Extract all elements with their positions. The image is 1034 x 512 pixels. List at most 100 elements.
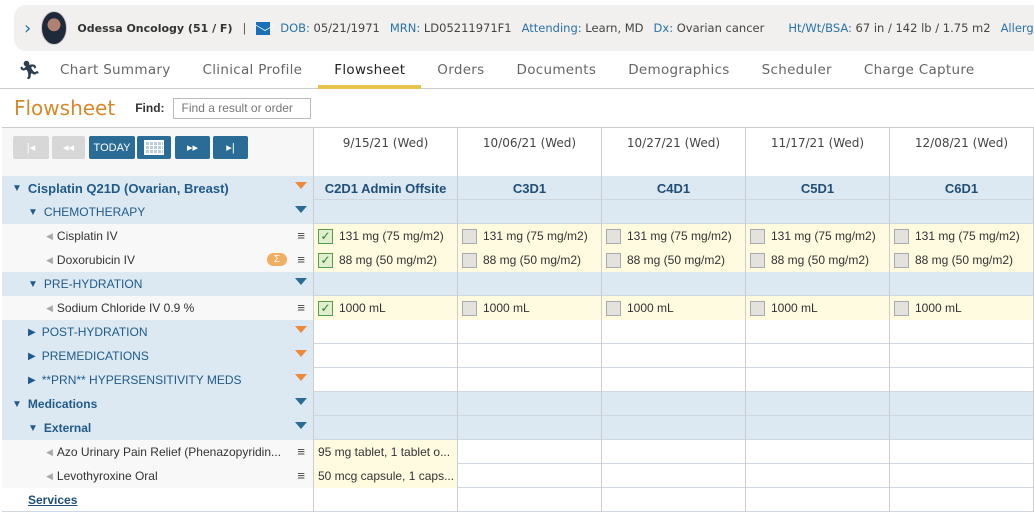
grid-cell[interactable]	[890, 416, 1034, 440]
calendar-button[interactable]	[137, 136, 171, 159]
grid-cell[interactable]	[602, 440, 746, 464]
allergies-label[interactable]: Allergie	[1000, 21, 1034, 35]
cycle-label[interactable]: C3D1	[458, 176, 602, 200]
checkbox[interactable]	[750, 252, 765, 268]
grid-cell[interactable]: 131 mg (75 mg/m2)	[890, 224, 1034, 248]
grid-cell[interactable]	[890, 272, 1034, 296]
expand-triangle-icon[interactable]: ▶	[28, 326, 36, 338]
grid-cell[interactable]	[314, 320, 458, 344]
grid-cell[interactable]	[314, 392, 458, 416]
grid-cell[interactable]	[314, 416, 458, 440]
grid-cell[interactable]: 1000 mL	[746, 296, 890, 320]
collapse-triangle-icon[interactable]: ▼	[28, 278, 38, 290]
row-header[interactable]: ▼ Cisplatin Q21D (Ovarian, Breast)	[2, 176, 314, 200]
collapse-triangle-icon[interactable]: ▼	[12, 182, 22, 194]
checkbox[interactable]	[462, 228, 477, 244]
grid-cell[interactable]	[458, 272, 602, 296]
date-column-header[interactable]: 10/06/21 (Wed)	[458, 128, 602, 176]
grid-cell[interactable]	[602, 392, 746, 416]
grid-cell[interactable]	[890, 392, 1034, 416]
checkbox[interactable]: ✓	[318, 228, 333, 244]
tab-orders[interactable]: Orders	[437, 61, 485, 78]
tab-clinical-profile[interactable]: Clinical Profile	[202, 61, 303, 78]
expand-triangle-icon[interactable]: ▶	[28, 350, 36, 362]
grid-cell[interactable]	[602, 416, 746, 440]
filter-icon[interactable]	[295, 398, 307, 405]
grid-cell[interactable]	[746, 488, 890, 512]
grid-cell[interactable]	[602, 464, 746, 488]
grid-cell[interactable]: 1000 mL	[890, 296, 1034, 320]
checkbox[interactable]	[462, 252, 477, 268]
menu-icon[interactable]: ≡	[297, 468, 305, 483]
grid-cell[interactable]	[890, 200, 1034, 224]
grid-cell[interactable]: ✓ 88 mg (50 mg/m2)	[314, 248, 458, 272]
grid-cell[interactable]	[746, 272, 890, 296]
grid-cell[interactable]	[890, 488, 1034, 512]
filter-icon[interactable]	[295, 374, 307, 381]
grid-cell[interactable]	[602, 320, 746, 344]
tab-flowsheet[interactable]: Flowsheet	[318, 52, 422, 89]
grid-cell[interactable]	[890, 464, 1034, 488]
menu-icon[interactable]: ≡	[297, 228, 305, 243]
grid-cell[interactable]	[458, 344, 602, 368]
checkbox[interactable]	[894, 252, 909, 268]
grid-cell[interactable]	[458, 320, 602, 344]
grid-cell[interactable]	[890, 440, 1034, 464]
cycle-label[interactable]: C5D1	[746, 176, 890, 200]
grid-cell[interactable]	[458, 200, 602, 224]
grid-cell[interactable]	[746, 440, 890, 464]
grid-cell[interactable]	[746, 392, 890, 416]
grid-cell[interactable]	[314, 368, 458, 392]
grid-cell[interactable]	[746, 320, 890, 344]
grid-cell[interactable]	[746, 200, 890, 224]
grid-cell[interactable]: 50 mcg capsule, 1 caps...	[314, 464, 458, 488]
grid-cell[interactable]	[314, 488, 458, 512]
grid-cell[interactable]: 1000 mL	[602, 296, 746, 320]
today-button[interactable]: TODAY	[89, 136, 135, 159]
grid-cell[interactable]	[746, 368, 890, 392]
grid-cell[interactable]	[746, 464, 890, 488]
grid-cell[interactable]	[746, 416, 890, 440]
filter-icon[interactable]	[295, 422, 307, 429]
collapse-triangle-icon[interactable]: ▼	[28, 206, 38, 218]
collapse-triangle-icon[interactable]: ▼	[28, 422, 38, 434]
collapse-triangle-icon[interactable]: ▼	[12, 398, 22, 410]
grid-cell[interactable]	[602, 272, 746, 296]
grid-cell[interactable]: 131 mg (75 mg/m2)	[458, 224, 602, 248]
filter-icon[interactable]	[295, 206, 307, 213]
row-header[interactable]: ▼ Medications	[2, 392, 314, 416]
grid-cell[interactable]	[890, 368, 1034, 392]
grid-cell[interactable]	[314, 344, 458, 368]
row-header[interactable]: ▶ PREMEDICATIONS	[2, 344, 314, 368]
menu-icon[interactable]: ≡	[297, 444, 305, 459]
checkbox[interactable]	[606, 252, 621, 268]
tab-documents[interactable]: Documents	[516, 61, 597, 78]
row-header[interactable]: ◀ Azo Urinary Pain Relief (Phenazopyridin…	[2, 440, 314, 464]
cycle-label[interactable]: C6D1	[890, 176, 1034, 200]
tab-charge-capture[interactable]: Charge Capture	[863, 61, 975, 78]
expand-triangle-icon[interactable]: ▶	[28, 374, 36, 386]
grid-cell[interactable]	[890, 320, 1034, 344]
grid-cell[interactable]: 88 mg (50 mg/m2)	[458, 248, 602, 272]
tab-chart-summary[interactable]: Chart Summary	[60, 61, 171, 78]
row-header[interactable]: ◀ Sodium Chloride IV 0.9 % ≡	[2, 296, 314, 320]
row-header[interactable]: ▶ **PRN** HYPERSENSITIVITY MEDS	[2, 368, 314, 392]
grid-cell[interactable]: 1000 mL	[458, 296, 602, 320]
grid-cell[interactable]: ✓ 1000 mL	[314, 296, 458, 320]
filter-icon[interactable]	[295, 278, 307, 285]
row-header[interactable]: ▼ External	[2, 416, 314, 440]
grid-cell[interactable]	[602, 368, 746, 392]
tab-scheduler[interactable]: Scheduler	[761, 61, 832, 78]
first-button[interactable]: |◂	[13, 136, 49, 159]
menu-icon[interactable]: ≡	[297, 252, 305, 267]
date-column-header[interactable]: 11/17/21 (Wed)	[746, 128, 890, 176]
checkbox[interactable]: ✓	[318, 252, 333, 268]
runner-icon[interactable]: 🏃︎	[18, 59, 41, 81]
next-button[interactable]: ▸▸	[175, 136, 210, 159]
sigma-badge[interactable]: Σ	[267, 253, 287, 266]
filter-icon[interactable]	[295, 326, 307, 333]
grid-cell[interactable]	[602, 488, 746, 512]
row-header[interactable]: Services	[2, 488, 314, 512]
grid-cell[interactable]	[314, 200, 458, 224]
checkbox[interactable]	[894, 228, 909, 244]
